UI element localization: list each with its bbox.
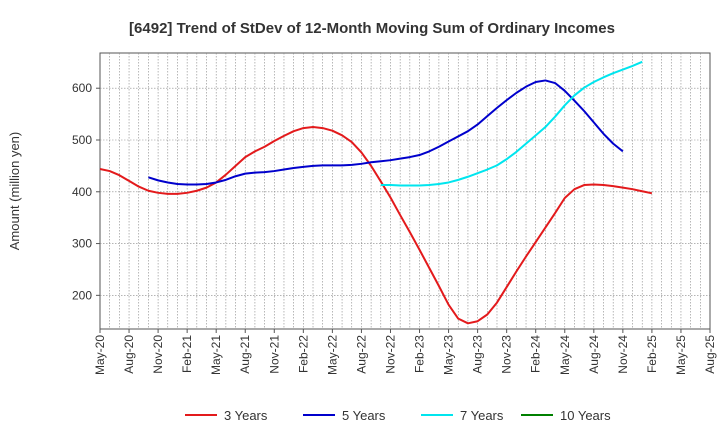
x-tick-label: Nov-21 bbox=[267, 335, 281, 374]
plot-area bbox=[99, 52, 711, 330]
y-tick-label: 500 bbox=[72, 133, 92, 147]
x-tick-label: May-20 bbox=[93, 335, 107, 375]
x-tick-label: Feb-24 bbox=[529, 335, 543, 373]
x-tick-label: Aug-24 bbox=[587, 335, 601, 374]
x-tick-label: May-21 bbox=[209, 335, 223, 375]
series-line-3 bbox=[380, 60, 643, 187]
series-line-2 bbox=[148, 79, 624, 186]
x-tick-label: May-23 bbox=[442, 335, 456, 375]
y-tick-label: 200 bbox=[72, 288, 92, 302]
y-axis-label: Amount (million yen) bbox=[7, 132, 22, 251]
x-tick-label: May-25 bbox=[674, 335, 688, 375]
x-tick-label: Nov-24 bbox=[616, 335, 630, 374]
y-tick-label: 400 bbox=[72, 185, 92, 199]
x-tick-label: Aug-25 bbox=[703, 335, 717, 374]
legend-label-3: 7 Years bbox=[460, 408, 504, 423]
x-axis: May-20 Aug-20 Nov-20 Feb-21 May-21 Aug-21 Nov-… bbox=[93, 329, 717, 375]
x-tick-label: Aug-20 bbox=[122, 335, 136, 374]
x-tick-label: Feb-21 bbox=[180, 335, 194, 373]
x-tick-label: Feb-25 bbox=[645, 335, 659, 373]
x-tick-label: Nov-22 bbox=[383, 335, 397, 374]
series-lines bbox=[99, 60, 653, 325]
x-tick-label: May-24 bbox=[558, 335, 572, 375]
legend-label-1: 3 Years bbox=[224, 408, 268, 423]
x-tick-label: Aug-23 bbox=[471, 335, 485, 374]
chart-title: [6492] Trend of StDev of 12-Month Moving… bbox=[129, 20, 615, 37]
y-tick-label: 600 bbox=[72, 81, 92, 95]
legend-label-2: 5 Years bbox=[342, 408, 386, 423]
series-line-1 bbox=[99, 126, 653, 325]
legend-label-4: 10 Years bbox=[560, 408, 611, 423]
y-axis: 200 300 400 500 600 bbox=[72, 81, 100, 302]
x-tick-label: Feb-22 bbox=[296, 335, 310, 373]
y-tick-label: 300 bbox=[72, 237, 92, 251]
x-tick-label: May-22 bbox=[325, 335, 339, 375]
legend: 3 Years 5 Years 7 Years 10 Years bbox=[185, 408, 611, 423]
x-tick-label: Feb-23 bbox=[413, 335, 427, 373]
x-tick-label: Aug-22 bbox=[354, 335, 368, 374]
x-tick-label: Nov-23 bbox=[500, 335, 514, 374]
x-tick-label: Aug-21 bbox=[238, 335, 252, 374]
x-tick-label: Nov-20 bbox=[151, 335, 165, 374]
